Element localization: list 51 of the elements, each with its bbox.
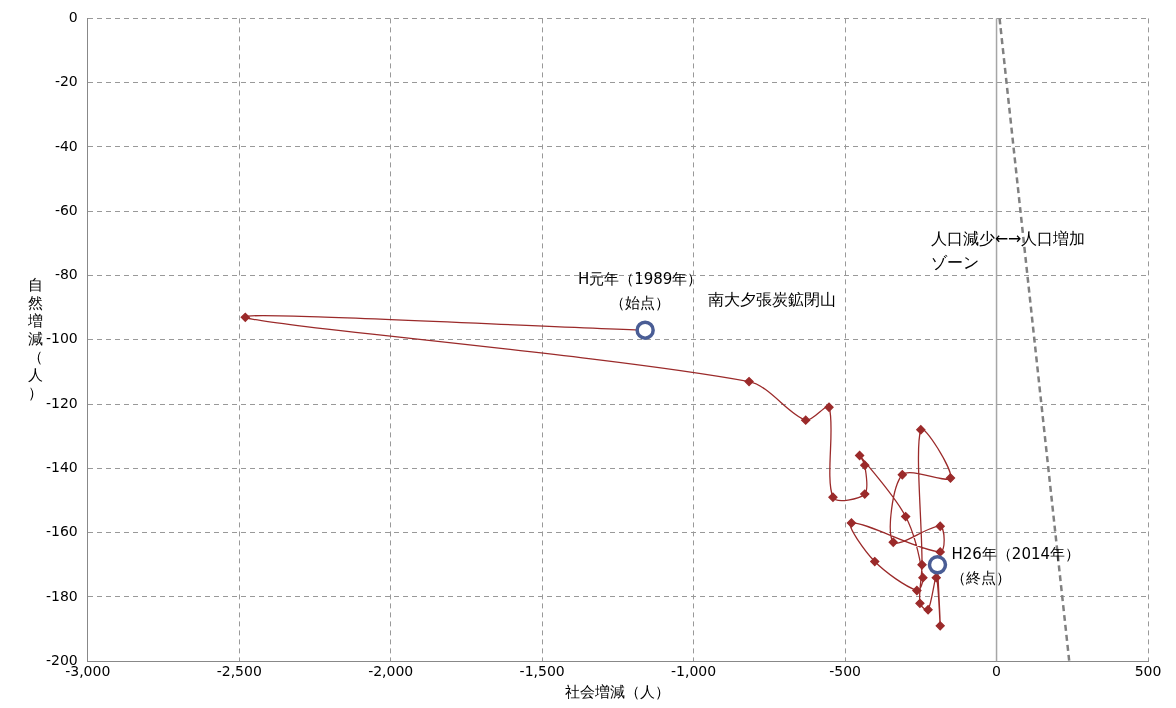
point: [860, 460, 870, 470]
x-tick-label: -2,500: [216, 663, 262, 680]
x-tick-label: -1,000: [671, 663, 717, 680]
point: [801, 415, 811, 425]
point: [935, 521, 945, 531]
y-tick-label: -160: [45, 523, 78, 540]
y-tick-label: -80: [54, 266, 78, 283]
y-tick-label: 0: [68, 9, 78, 26]
x-tick-label: -500: [829, 663, 861, 680]
point: [860, 489, 870, 499]
point: [901, 511, 911, 522]
annotation: ゾーン: [930, 253, 979, 273]
point: [923, 605, 933, 615]
point: [854, 450, 865, 461]
point: [927, 555, 948, 575]
annotation: H26年（2014年）: [951, 544, 1081, 563]
point: [916, 425, 926, 435]
y-tick-label: -120: [45, 394, 78, 411]
y-axis-title: 自然増減（人）: [26, 275, 43, 402]
point: [897, 470, 907, 480]
y-tick-label: -40: [54, 137, 78, 154]
annotation: 南大夕張炭鉱閉山: [708, 290, 837, 310]
x-tick-label: -1,500: [519, 663, 565, 680]
point: [240, 312, 250, 322]
point: [935, 547, 945, 557]
point: [828, 492, 838, 502]
y-tick-label: -20: [54, 73, 78, 90]
annotation: （始点）: [610, 294, 671, 313]
point: [635, 320, 655, 340]
x-axis-title: 社会増減（人）: [565, 682, 671, 701]
point: [917, 560, 927, 570]
point: [888, 537, 898, 547]
x-tick-label: -2,000: [368, 663, 414, 680]
annotation: 人口減少←→人口増加: [930, 229, 1086, 249]
point: [912, 585, 922, 596]
point: [870, 556, 880, 567]
annotation: （終点）: [951, 568, 1012, 587]
x-tick-label: 500: [1134, 663, 1162, 680]
point: [744, 376, 754, 387]
point: [824, 402, 834, 412]
y-tick-label: -180: [45, 587, 78, 604]
point: [846, 518, 857, 528]
y-tick-label: -60: [54, 201, 78, 218]
y-tick-label: -140: [45, 459, 78, 475]
point: [935, 621, 945, 631]
annotation: H元年（1989年）: [577, 270, 703, 289]
point: [915, 598, 925, 608]
x-tick-label: 0: [992, 663, 1001, 680]
point: [918, 572, 928, 583]
point: [945, 473, 956, 483]
y-tick-label: -100: [45, 330, 78, 347]
